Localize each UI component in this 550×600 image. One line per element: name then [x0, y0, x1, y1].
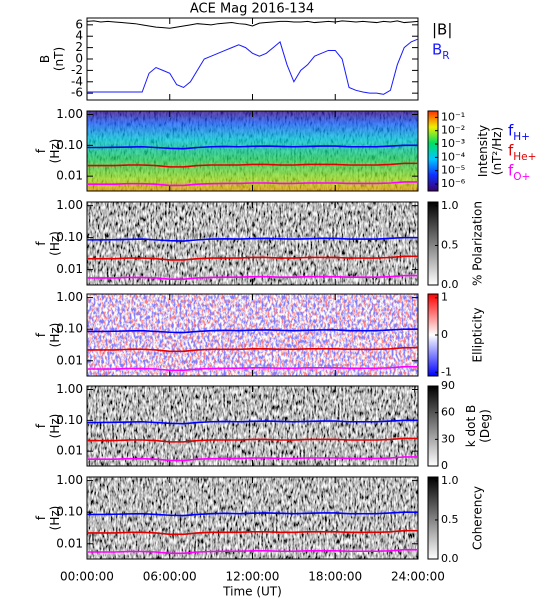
series-line — [87, 456, 418, 462]
plot-frame — [86, 17, 419, 101]
colorbar-label: Coherency — [471, 486, 485, 550]
colorbar-tick-label: 10⁻⁶ — [441, 177, 466, 190]
y-axis-label: f(Hz) — [33, 231, 61, 256]
spectrogram-texture — [87, 386, 418, 466]
y-tick-label: 2 — [75, 40, 83, 54]
series-line — [87, 548, 418, 555]
colorbar-label: Ellipticity — [471, 308, 485, 363]
y-tick-label: 1.00 — [56, 473, 83, 487]
colorbar — [427, 476, 439, 560]
colorbar-tick-label: 1.0 — [441, 199, 459, 212]
y-axis-label: f(Hz) — [33, 323, 61, 348]
series-line — [87, 162, 418, 168]
series-line — [87, 144, 418, 150]
y-tick-label: 0.10 — [56, 413, 83, 427]
y-tick-label: 0.01 — [56, 536, 83, 550]
spectrogram-texture — [87, 294, 418, 376]
spectrogram — [87, 202, 418, 285]
y-axis-label: f(Hz) — [33, 506, 61, 531]
colorbar-tick-label: -1 — [441, 365, 452, 378]
y-tick-label: -6 — [71, 86, 83, 100]
y-tick-label: 6 — [75, 17, 83, 31]
spectrogram-texture — [87, 477, 418, 559]
y-tick-label: 0.01 — [56, 353, 83, 367]
y-tick-label: 4 — [75, 29, 83, 43]
spectrogram-texture — [87, 202, 418, 285]
y-tick-label: 0.01 — [56, 169, 83, 183]
y-tick-label: 0.01 — [56, 444, 83, 458]
colorbar-tick-label: 0.5 — [441, 238, 459, 251]
colorbar-label: Intensity(nT²/Hz) — [475, 125, 503, 177]
x-tick-label: 18:00:00 — [308, 570, 362, 584]
y-tick-label: -4 — [71, 74, 83, 88]
colorbar-tick-label: 1.0 — [441, 474, 459, 487]
legend-label: BR — [432, 41, 450, 63]
x-tick-label: 00:00:00 — [60, 570, 114, 584]
series-line — [87, 529, 418, 536]
y-tick-label: -2 — [71, 63, 83, 77]
colorbar-tick-label: 60 — [441, 406, 455, 419]
colorbar — [427, 110, 439, 192]
y-tick-label: 0.10 — [56, 505, 83, 519]
series-line — [87, 346, 418, 353]
y-tick-label: 1.00 — [56, 290, 83, 304]
spectrogram — [87, 477, 418, 559]
colorbar-tick-label: 0.0 — [441, 278, 459, 291]
legend-label: fH+ — [508, 122, 530, 144]
chart-title: ACE Mag 2016-134 — [190, 2, 314, 17]
colorbar-tick-label: 10⁻⁵ — [441, 164, 465, 177]
colorbar-tick-label: 1 — [441, 291, 448, 304]
series-line — [87, 365, 418, 372]
y-tick-label: 0.10 — [56, 322, 83, 336]
y-tick-label: 1.00 — [56, 382, 83, 396]
colorbar-tick-label: 0 — [441, 459, 448, 472]
colorbar-tick-label: 10⁻³ — [441, 137, 465, 150]
legend-label: fO+ — [508, 162, 530, 184]
y-tick-label: 0.01 — [56, 262, 83, 276]
series-line — [87, 419, 418, 425]
colorbar-label: k dot B(Deg) — [463, 405, 491, 447]
series-line — [87, 255, 418, 261]
series-line — [87, 181, 418, 187]
series-line — [87, 437, 418, 443]
series-line — [87, 38, 419, 95]
y-axis-label: f(Hz) — [33, 139, 61, 164]
spectrogram-texture — [87, 111, 418, 191]
legend-label: |B| — [432, 21, 452, 39]
y-tick-label: 0.10 — [56, 138, 83, 152]
colorbar-tick-label: 0 — [441, 328, 448, 341]
colorbar-tick-label: 30 — [441, 432, 455, 445]
x-tick-label: 24:00:00 — [391, 570, 445, 584]
colorbar-tick-label: 90 — [441, 379, 455, 392]
colorbar-tick-label: 10⁻² — [441, 124, 465, 137]
y-tick-label: 1.00 — [56, 107, 83, 121]
y-tick-label: 1.00 — [56, 198, 83, 212]
colorbar — [427, 201, 439, 286]
series-line — [87, 236, 418, 242]
colorbar-label: % Polarization — [471, 201, 485, 286]
y-axis-label: f(Hz) — [33, 414, 61, 439]
series-line — [87, 274, 418, 281]
x-tick-label: 06:00:00 — [143, 570, 197, 584]
y-tick-label: 0 — [75, 52, 83, 66]
spectrogram — [87, 111, 418, 191]
legend-label: fHe+ — [508, 142, 536, 164]
y-tick-label: 0.10 — [56, 230, 83, 244]
colorbar — [427, 385, 439, 467]
y-axis-label: B(nT) — [37, 47, 65, 71]
series-line — [87, 511, 418, 517]
x-axis-label: Time (UT) — [222, 585, 282, 599]
colorbar-tick-label: 0.5 — [441, 513, 459, 526]
colorbar-tick-label: 10⁻⁴ — [441, 150, 466, 163]
spectrogram — [87, 386, 418, 466]
spectrogram — [87, 294, 418, 376]
colorbar-tick-label: 0.0 — [441, 552, 459, 565]
colorbar-tick-label: 10⁻¹ — [441, 110, 465, 123]
x-tick-label: 12:00:00 — [226, 570, 280, 584]
series-line — [86, 20, 419, 29]
series-line — [87, 328, 418, 334]
